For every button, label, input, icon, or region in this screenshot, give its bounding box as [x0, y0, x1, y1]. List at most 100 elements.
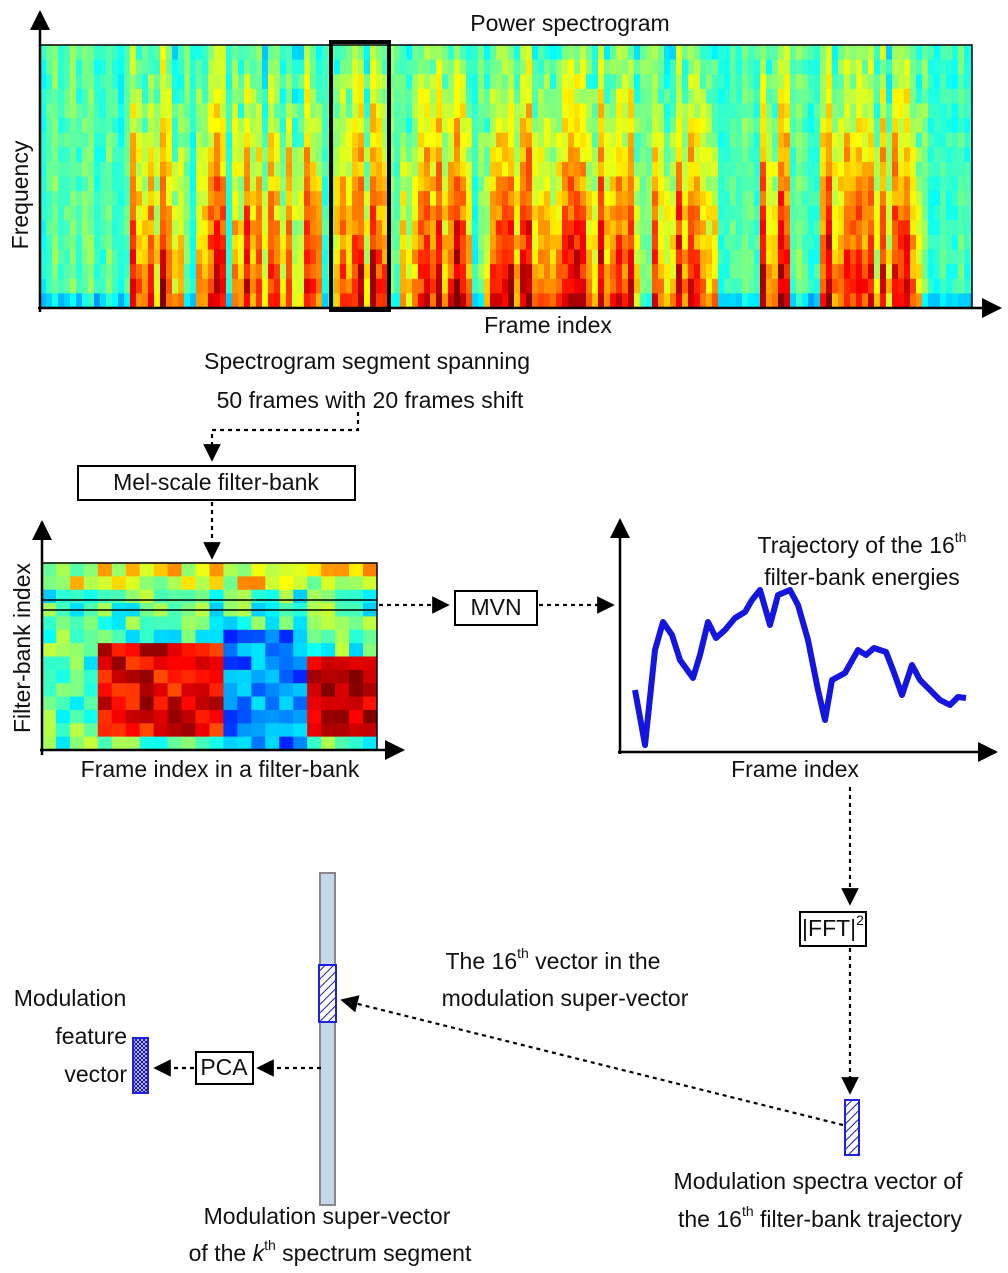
spectrogram-cell	[898, 103, 905, 118]
spectrogram-cell	[244, 250, 251, 265]
spectrogram-cell	[124, 147, 131, 162]
spectrogram-cell	[772, 177, 779, 192]
spectrogram-cell	[130, 279, 137, 294]
filterbank-cell	[56, 643, 70, 657]
spectrogram-cell	[466, 118, 473, 133]
spectrogram-cell	[898, 60, 905, 75]
spectrogram-cell	[592, 191, 599, 206]
spectrogram-cell	[286, 177, 293, 192]
y-axis-label: Filter-bank index	[9, 562, 35, 733]
spectrogram-cell	[124, 220, 131, 235]
spectrogram-cell	[460, 133, 467, 148]
spectrogram-cell	[700, 89, 707, 104]
spectrogram-cell	[556, 191, 563, 206]
spectrogram-cell	[166, 60, 173, 75]
spectrogram-cell	[424, 74, 431, 89]
spectrogram-cell	[352, 118, 359, 133]
spectrogram-cell	[352, 103, 359, 118]
spectrogram-cell	[76, 147, 83, 162]
spectrogram-cell	[304, 293, 311, 308]
spectrogram-cell	[712, 177, 719, 192]
spectrogram-cell	[772, 235, 779, 250]
spectrogram-cell	[934, 177, 941, 192]
spectrogram-cell	[220, 235, 227, 250]
spectrogram-cell	[232, 220, 239, 235]
spectrogram-cell	[934, 89, 941, 104]
spectrogram-cell	[886, 147, 893, 162]
spectrogram-cell	[874, 60, 881, 75]
spectrogram-cell	[952, 177, 959, 192]
spectrogram-cell	[568, 60, 575, 75]
spectrogram-cell	[520, 250, 527, 265]
spectrogram-cell	[826, 220, 833, 235]
spectrogram-cell	[688, 133, 695, 148]
spectrogram-cell	[922, 264, 929, 279]
box-label: Mel-scale filter-bank	[113, 469, 319, 495]
spectrogram-cell	[898, 74, 905, 89]
spectrogram-cell	[100, 162, 107, 177]
spectrogram-cell	[910, 118, 917, 133]
spectrogram-cell	[454, 45, 461, 60]
filterbank-cell	[210, 657, 224, 671]
spectrogram-cell	[304, 162, 311, 177]
spectrogram-cell	[400, 133, 407, 148]
spectrogram-cell	[406, 264, 413, 279]
spectrogram-cell	[352, 60, 359, 75]
spectrogram-cell	[262, 250, 269, 265]
spectrogram-cell	[310, 147, 317, 162]
spectrogram-cell	[796, 147, 803, 162]
spectrogram-cell	[472, 279, 479, 294]
spectrogram-cell	[466, 45, 473, 60]
spectrogram-cell	[760, 89, 767, 104]
spectrogram-cell	[694, 279, 701, 294]
spectrogram-cell	[844, 206, 851, 221]
spectrogram-cell	[292, 279, 299, 294]
spectrogram-cell	[322, 220, 329, 235]
spectrogram-cell	[706, 147, 713, 162]
spectrogram-cell	[214, 206, 221, 221]
filterbank-cell	[140, 563, 154, 577]
spectrogram-cell	[568, 133, 575, 148]
spectrogram-cell	[952, 89, 959, 104]
spectrogram-cell	[790, 279, 797, 294]
spectrogram-cell	[736, 89, 743, 104]
spectrogram-cell	[100, 103, 107, 118]
spectrogram-cell	[238, 103, 245, 118]
spectrogram-cell	[64, 74, 71, 89]
spectrogram-cell	[922, 250, 929, 265]
spectrogram-cell	[550, 293, 557, 308]
spectrogram-cell	[922, 177, 929, 192]
spectrogram-cell	[100, 191, 107, 206]
spectrogram-cell	[814, 45, 821, 60]
spectrogram-cell	[280, 118, 287, 133]
filterbank-cell	[349, 710, 363, 724]
spectrogram-cell	[838, 103, 845, 118]
spectrogram-cell	[592, 118, 599, 133]
spectrogram-cell	[904, 191, 911, 206]
spectrogram-cell	[250, 89, 257, 104]
filterbank-cell	[265, 616, 279, 630]
spectrogram-cell	[190, 220, 197, 235]
spectrogram-cell	[316, 235, 323, 250]
spectrogram-cell	[958, 264, 965, 279]
spectrogram-cell	[832, 133, 839, 148]
spectrogram-cell	[406, 133, 413, 148]
spectrogram-cell	[88, 133, 95, 148]
spectrogram-cell	[448, 177, 455, 192]
spectrogram-cell	[550, 235, 557, 250]
spectrogram-cell	[316, 250, 323, 265]
spectrogram-cell	[736, 191, 743, 206]
spectrogram-cell	[808, 264, 815, 279]
spectrogram-cell	[802, 264, 809, 279]
spectrogram-cell	[718, 147, 725, 162]
spectrogram-cell	[610, 206, 617, 221]
spectrogram-cell	[472, 89, 479, 104]
spectrogram-cell	[556, 60, 563, 75]
spectrogram-cell	[568, 74, 575, 89]
spectrogram-cell	[712, 133, 719, 148]
spectrogram-cell	[64, 264, 71, 279]
spectrogram-cell	[226, 103, 233, 118]
spectrogram-cell	[916, 74, 923, 89]
spectrogram-cell	[946, 264, 953, 279]
spectrogram-cell	[514, 220, 521, 235]
